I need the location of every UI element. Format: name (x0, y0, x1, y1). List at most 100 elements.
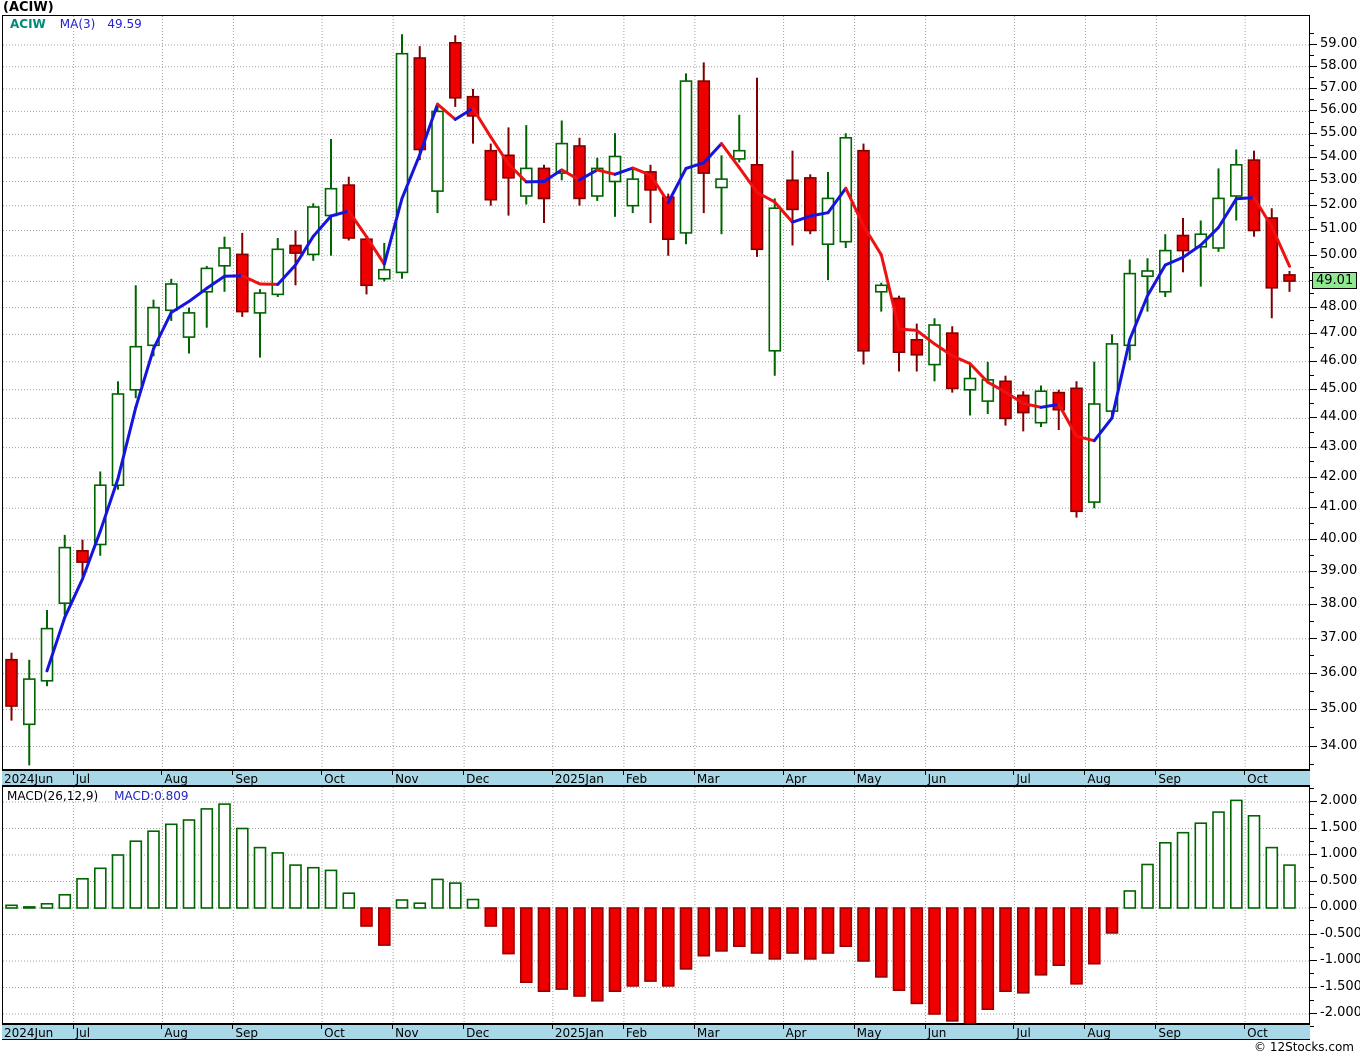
price-tick-minor (1310, 461, 1314, 462)
price-tick-label: 53.00 (1320, 172, 1358, 187)
price-tick-major (1310, 333, 1317, 334)
macd-tick-minor (1310, 894, 1314, 895)
macd-tick-minor (1310, 788, 1314, 789)
month-tick (392, 771, 393, 775)
macd-label: MACD(26,12,9) (7, 789, 99, 803)
month-label: 2024Jun (4, 1026, 54, 1040)
price-chart-canvas (3, 16, 1309, 769)
price-tick-major (1310, 157, 1317, 158)
macd-tick-label: 2.000 (1320, 793, 1358, 808)
price-tick-minor (1310, 55, 1314, 56)
price-tick-major (1310, 361, 1317, 362)
month-tick (925, 771, 926, 775)
price-tick-label: 50.00 (1320, 247, 1358, 262)
macd-tick-major (1310, 987, 1317, 988)
price-tick-major (1310, 604, 1317, 605)
month-tick (1244, 771, 1245, 775)
month-label: Mar (696, 1026, 720, 1040)
month-tick (552, 1025, 553, 1029)
price-tick-minor (1310, 347, 1314, 348)
price-tick-minor (1310, 99, 1314, 100)
month-tick (232, 1025, 233, 1029)
price-tick-minor (1310, 193, 1314, 194)
price-tick-minor (1310, 523, 1314, 524)
macd-tick-label: -0.500 (1320, 926, 1360, 941)
price-tick-label: 36.00 (1320, 665, 1358, 680)
month-tick (1013, 771, 1014, 775)
price-tick-minor (1310, 375, 1314, 376)
price-tick-minor (1310, 492, 1314, 493)
price-tick-major (1310, 746, 1317, 747)
price-tick-minor (1310, 122, 1314, 123)
price-tick-major (1310, 255, 1317, 256)
price-tick-label: 59.00 (1320, 36, 1358, 51)
price-tick-minor (1310, 293, 1314, 294)
month-tick (321, 771, 322, 775)
month-label: Jul (1016, 772, 1031, 786)
month-tick (854, 1025, 855, 1029)
price-tick-label: 56.00 (1320, 102, 1358, 117)
date-axis-top: 2024Jun Jul Aug Sep Oct Nov Dec 2025Jan Feb Mar Ap… (2, 770, 1310, 786)
macd-tick-major (1310, 907, 1317, 908)
month-label: Oct (1247, 772, 1268, 786)
price-tick-major (1310, 307, 1317, 308)
month-label: 2024Jun (4, 772, 54, 786)
price-tick-minor (1310, 169, 1314, 170)
macd-tick-label: 1.500 (1320, 820, 1358, 835)
price-tick-label: 48.00 (1320, 299, 1358, 314)
month-tick (1244, 1025, 1245, 1029)
month-tick (232, 771, 233, 775)
price-tick-label: 52.00 (1320, 197, 1358, 212)
price-tick-minor (1310, 33, 1314, 34)
price-tick-major (1310, 110, 1317, 111)
month-label: Sep (235, 1026, 258, 1040)
macd-tick-major (1310, 854, 1317, 855)
month-label: Dec (466, 772, 490, 786)
price-tick-label: 57.00 (1320, 80, 1358, 95)
month-label: Feb (625, 772, 648, 786)
macd-tick-label: -2.000 (1320, 1005, 1360, 1020)
price-tick-major (1310, 709, 1317, 710)
month-tick (161, 1025, 162, 1029)
month-label: Aug (164, 1026, 188, 1040)
macd-tick-major (1310, 1013, 1317, 1014)
month-tick (925, 1025, 926, 1029)
month-label: Mar (696, 772, 720, 786)
macd-tick-minor (1310, 1026, 1314, 1027)
macd-legend: MACD(26,12,9) MACD:0.809 (7, 789, 189, 803)
month-tick (694, 771, 695, 775)
price-tick-minor (1310, 555, 1314, 556)
month-tick (463, 1025, 464, 1029)
copyright-watermark: © 12Stocks.com (1254, 1040, 1354, 1054)
macd-tick-minor (1310, 973, 1314, 974)
macd-chart-panel (2, 786, 1310, 1024)
month-tick (73, 1025, 74, 1029)
price-tick-major (1310, 539, 1317, 540)
month-tick (1155, 771, 1156, 775)
month-tick (694, 1025, 695, 1029)
month-tick (161, 771, 162, 775)
macd-tick-label: -1.000 (1320, 952, 1360, 967)
macd-tick-label: 1.000 (1320, 846, 1358, 861)
macd-tick-major (1310, 960, 1317, 961)
macd-chart-canvas (3, 787, 1309, 1023)
month-tick (552, 771, 553, 775)
price-tick-label: 46.00 (1320, 353, 1358, 368)
macd-tick-major (1310, 828, 1317, 829)
month-label: Jul (1016, 1026, 1031, 1040)
month-label: Jul (75, 772, 91, 786)
month-tick (463, 771, 464, 775)
month-label: Sep (235, 772, 258, 786)
macd-tick-minor (1310, 947, 1314, 948)
price-tick-label: 39.00 (1320, 563, 1358, 578)
legend-ma-value: 49.59 (107, 17, 142, 31)
month-tick (1013, 1025, 1014, 1029)
price-tick-minor (1310, 242, 1314, 243)
price-tick-label: 42.00 (1320, 469, 1358, 484)
price-tick-label: 40.00 (1320, 531, 1358, 546)
price-tick-major (1310, 133, 1317, 134)
month-label: Aug (164, 772, 188, 786)
price-tick-major (1310, 66, 1317, 67)
month-tick (1155, 1025, 1156, 1029)
price-tick-major (1310, 88, 1317, 89)
